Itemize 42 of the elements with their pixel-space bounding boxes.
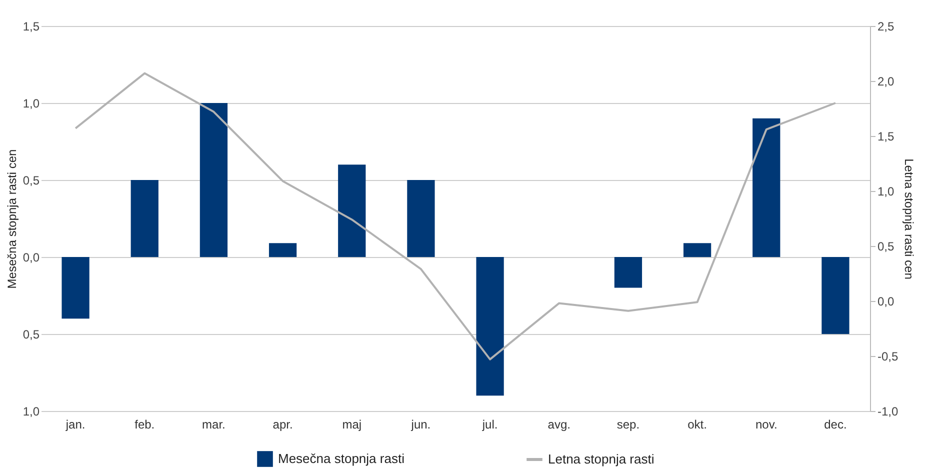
bar bbox=[822, 257, 850, 334]
x-tick-label: maj bbox=[342, 418, 362, 432]
x-tick-label: avg. bbox=[548, 418, 570, 432]
y-tick-label: 1,0 bbox=[22, 404, 40, 418]
y2-axis-title: Letna stopnja rasti cen bbox=[902, 158, 916, 280]
bar bbox=[476, 257, 504, 396]
y2-tick-label: 0,0 bbox=[878, 294, 895, 308]
y2-tick-label: -1,0 bbox=[878, 404, 899, 418]
y-tick-label: 0,0 bbox=[22, 250, 40, 264]
legend-label: Mesečna stopnja rasti bbox=[278, 451, 405, 466]
bar bbox=[407, 180, 435, 257]
y2-tick-label: 2,0 bbox=[878, 74, 895, 88]
y2-tick-label: 1,5 bbox=[878, 130, 895, 144]
bar bbox=[683, 243, 712, 257]
x-tick-label: nov. bbox=[755, 418, 778, 432]
x-tick-label: sep. bbox=[616, 418, 640, 432]
bar bbox=[268, 243, 297, 257]
y-tick-label: 1,0 bbox=[22, 96, 40, 110]
bar bbox=[130, 180, 158, 257]
y2-tick-label: -0,5 bbox=[878, 350, 899, 364]
y2-tick-label: 2,5 bbox=[878, 20, 895, 34]
bar bbox=[752, 118, 780, 257]
y-tick-label: 1,5 bbox=[22, 20, 40, 34]
y-axis-title: Mesečna stopnja rasti cen bbox=[4, 149, 19, 289]
bar bbox=[614, 257, 642, 288]
bar bbox=[338, 164, 366, 257]
y2-tick-label: 1,0 bbox=[878, 184, 895, 198]
x-tick-label: dec. bbox=[824, 418, 847, 432]
legend-label: Letna stopnja rasti bbox=[548, 452, 654, 466]
x-tick-label: feb. bbox=[134, 418, 155, 432]
bar bbox=[200, 103, 228, 257]
x-tick-label: apr. bbox=[272, 418, 293, 432]
y-tick-label: 0,5 bbox=[22, 174, 40, 188]
y2-tick-label: 0,5 bbox=[878, 240, 895, 254]
x-tick-label: jun. bbox=[410, 418, 431, 432]
x-tick-label: jul. bbox=[481, 418, 498, 432]
bar bbox=[62, 257, 90, 319]
line-series bbox=[74, 72, 836, 360]
x-tick-label: mar. bbox=[202, 418, 226, 432]
x-tick-label: okt. bbox=[688, 418, 707, 432]
y-tick-label: 0,5 bbox=[22, 328, 40, 342]
x-tick-label: jan. bbox=[64, 418, 86, 432]
